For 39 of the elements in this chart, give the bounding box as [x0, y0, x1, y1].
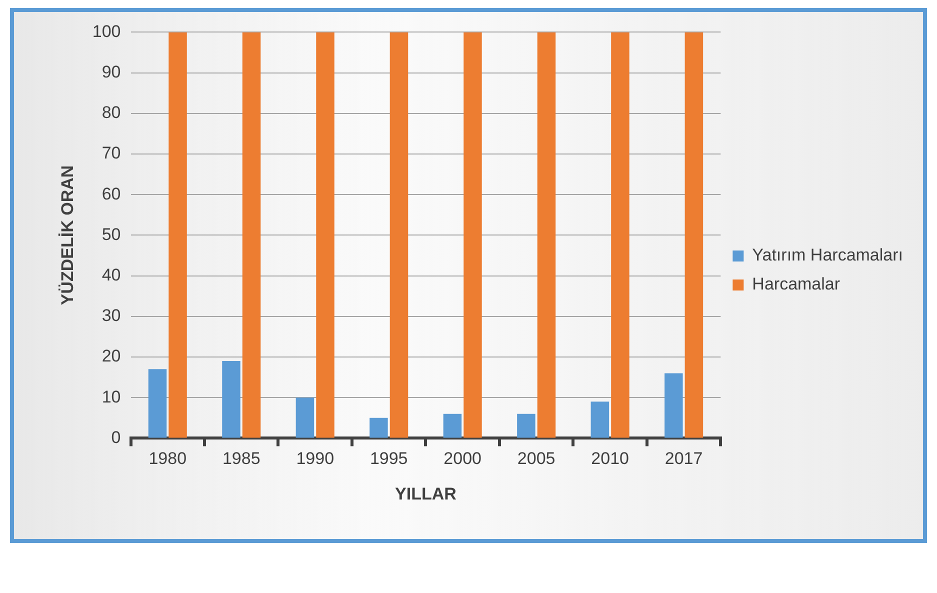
bar — [664, 373, 683, 438]
y-tick-label: 90 — [102, 62, 121, 82]
bar — [148, 369, 167, 438]
y-axis-title: YÜZDELİK ORAN — [58, 165, 77, 306]
legend-label: Harcamalar — [752, 274, 840, 294]
bar — [296, 398, 314, 438]
x-axis-title: YILLAR — [395, 484, 456, 504]
y-tick-label: 0 — [111, 428, 121, 447]
y-tick-label: 80 — [102, 103, 121, 122]
bar — [517, 414, 536, 438]
x-tick-label: 1980 — [148, 449, 187, 468]
bar — [168, 32, 187, 438]
y-tick-label: 10 — [102, 387, 121, 406]
bar — [242, 32, 261, 438]
bar — [316, 32, 334, 438]
y-tick-label: 60 — [102, 184, 121, 204]
bar — [611, 32, 630, 438]
y-tick-label: 30 — [102, 306, 121, 326]
x-tick-label: 1995 — [370, 449, 408, 468]
bar — [684, 32, 704, 438]
y-tick-label: 50 — [102, 224, 121, 244]
y-tick-label: 70 — [102, 144, 121, 163]
legend-label: Yatırım Harcamaları — [752, 246, 904, 265]
bar — [464, 32, 482, 438]
y-tick-label: 40 — [102, 265, 121, 284]
bar — [370, 418, 388, 438]
x-tick-label: 1985 — [222, 449, 260, 468]
y-tick-label: 100 — [92, 22, 121, 41]
x-tick-label: 1990 — [296, 449, 334, 468]
x-tick-label: 2017 — [664, 449, 703, 468]
y-tick-label: 20 — [102, 346, 121, 366]
x-tick-label: 2010 — [591, 449, 629, 468]
bar — [222, 361, 240, 438]
bar — [443, 414, 462, 438]
x-tick-label: 2005 — [517, 449, 556, 468]
bar — [390, 32, 408, 438]
x-tick-label: 2000 — [444, 449, 482, 468]
bar — [590, 402, 610, 438]
bar — [537, 32, 556, 438]
